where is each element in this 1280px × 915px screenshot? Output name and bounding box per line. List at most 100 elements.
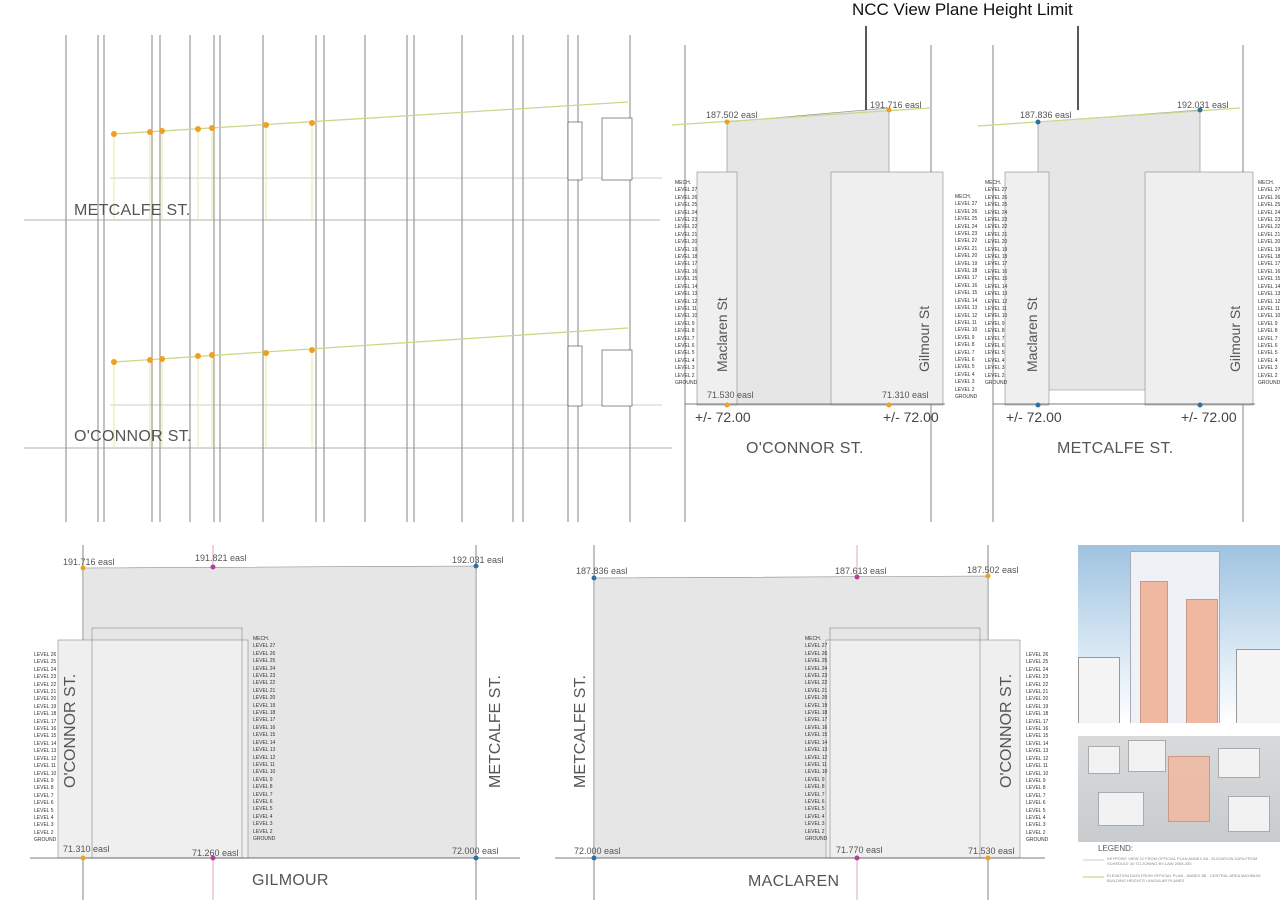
level-label: LEVEL 14 (985, 283, 1008, 290)
maclaren-oconnor-label: O'CONNOR ST. (998, 673, 1015, 788)
level-label: LEVEL 5 (1258, 350, 1278, 357)
level-label: LEVEL 2 (34, 829, 54, 836)
level-label: LEVEL 7 (253, 791, 273, 798)
level-label: LEVEL 20 (955, 253, 978, 260)
neighbour-building-right (1236, 649, 1280, 723)
gilmour-mid-easl: 191.821 easl (195, 553, 247, 563)
level-label: LEVEL 27 (985, 187, 1008, 194)
level-label: LEVEL 25 (805, 658, 828, 665)
level-label: MECH. (985, 180, 1002, 186)
level-label: LEVEL 27 (805, 643, 828, 650)
level-label: LEVEL 19 (1258, 246, 1280, 253)
level-label: LEVEL 25 (253, 658, 276, 665)
level-label: LEVEL 25 (955, 216, 978, 223)
block-5 (1228, 796, 1270, 832)
level-label: LEVEL 12 (1258, 298, 1280, 305)
level-label: LEVEL 7 (985, 335, 1005, 342)
gilmour-oconnor-label: O'CONNOR ST. (62, 673, 79, 788)
level-label: LEVEL 3 (1026, 822, 1046, 829)
level-label: LEVEL 24 (985, 209, 1008, 216)
level-label: LEVEL 26 (1258, 194, 1280, 201)
maclaren-street: MACLAREN (748, 873, 840, 890)
level-label: LEVEL 18 (805, 710, 828, 717)
block-2 (1128, 740, 1166, 772)
level-labels-metcalfe-right: MECH. LEVEL 27 LEVEL 26 LEVEL 25 LEVEL 24 LEV… (1258, 180, 1280, 387)
level-labels-gilmour-right: MECH. LEVEL 27 LEVEL 26 LEVEL 25 LEVEL 24 LEV… (253, 636, 275, 843)
level-label: LEVEL 13 (805, 747, 828, 754)
level-label: LEVEL 18 (253, 710, 276, 717)
level-label: LEVEL 13 (253, 747, 276, 754)
level-label: LEVEL 16 (675, 268, 698, 275)
level-labels-oconnor-right: MECH. LEVEL 27 LEVEL 26 LEVEL 25 LEVEL 24 LEV… (955, 194, 977, 401)
oconnor-maclaren-label: Maclaren St (714, 297, 730, 372)
level-label: LEVEL 6 (985, 342, 1005, 349)
level-label: LEVEL 9 (1026, 777, 1046, 784)
level-label: LEVEL 8 (1026, 785, 1046, 792)
level-label: LEVEL 25 (1258, 202, 1280, 209)
level-label: LEVEL 9 (805, 776, 825, 783)
level-label: LEVEL 21 (805, 687, 828, 694)
level-label: LEVEL 14 (1026, 740, 1049, 747)
level-label: LEVEL 13 (675, 291, 698, 298)
level-label: LEVEL 16 (955, 282, 978, 289)
level-label: LEVEL 5 (34, 807, 54, 814)
level-label: LEVEL 24 (1258, 209, 1280, 216)
level-label: MECH. (1258, 180, 1275, 186)
metcalfe-left-dim: +/- 72.00 (1006, 409, 1062, 425)
level-label: LEVEL 14 (805, 739, 828, 746)
level-label: LEVEL 9 (955, 334, 975, 341)
proposed-towers (1168, 756, 1210, 822)
level-label: LEVEL 9 (675, 320, 695, 327)
level-label: LEVEL 20 (805, 695, 828, 702)
level-label: LEVEL 21 (34, 689, 57, 696)
level-label: LEVEL 2 (1026, 829, 1046, 836)
maclaren-right-easl: 187.502 easl (967, 565, 1019, 575)
level-label: LEVEL 16 (1026, 726, 1049, 733)
level-label: LEVEL 18 (1026, 711, 1049, 718)
block-1 (1088, 746, 1120, 774)
level-label: LEVEL 11 (955, 319, 977, 326)
level-label: GROUND (805, 835, 828, 842)
oconnor-right-easl: 191.716 easl (870, 100, 922, 110)
level-label: LEVEL 5 (985, 350, 1005, 357)
gilmour-street: GILMOUR (252, 872, 329, 889)
level-label: LEVEL 6 (955, 356, 975, 363)
level-label: LEVEL 4 (253, 813, 273, 820)
level-label: LEVEL 19 (955, 260, 978, 267)
level-label: LEVEL 22 (675, 224, 698, 231)
level-label: LEVEL 24 (34, 666, 57, 673)
level-label: LEVEL 10 (805, 769, 828, 776)
level-label: LEVEL 26 (955, 208, 978, 215)
level-label: LEVEL 4 (1258, 357, 1278, 364)
level-label: LEVEL 13 (955, 305, 978, 312)
level-label: LEVEL 15 (985, 276, 1008, 283)
level-label: LEVEL 8 (675, 328, 695, 335)
level-label: LEVEL 8 (955, 342, 975, 349)
level-label: LEVEL 3 (34, 822, 54, 829)
level-label: MECH. (253, 636, 270, 642)
level-label: LEVEL 17 (1258, 261, 1280, 268)
level-label: LEVEL 7 (34, 792, 54, 799)
maclaren-left-easl: 187.836 easl (576, 566, 628, 576)
level-label: LEVEL 2 (955, 386, 975, 393)
level-label: LEVEL 7 (1258, 335, 1278, 342)
metcalfe-gilmour-label: Gilmour St (1227, 305, 1243, 372)
level-label: LEVEL 23 (955, 231, 978, 238)
metcalfe-maclaren-label: Maclaren St (1024, 297, 1040, 372)
level-label: LEVEL 11 (675, 305, 697, 312)
level-label: GROUND (985, 379, 1008, 386)
block-3 (1218, 748, 1260, 778)
level-labels-metcalfe-left: MECH. LEVEL 27 LEVEL 26 LEVEL 25 LEVEL 24 LEV… (985, 180, 1007, 387)
level-label: LEVEL 20 (1026, 696, 1049, 703)
level-label: LEVEL 27 (955, 201, 978, 208)
level-label: LEVEL 15 (253, 732, 276, 739)
level-label: LEVEL 25 (1026, 659, 1049, 666)
metcalfe-elevation (977, 26, 1255, 522)
level-label: LEVEL 19 (675, 246, 698, 253)
level-label: LEVEL 22 (1026, 681, 1049, 688)
level-label: LEVEL 4 (955, 371, 975, 378)
level-label: LEVEL 9 (985, 320, 1005, 327)
oconnor-left-ground: 71.530 easl (707, 390, 754, 400)
level-label: LEVEL 25 (675, 202, 698, 209)
